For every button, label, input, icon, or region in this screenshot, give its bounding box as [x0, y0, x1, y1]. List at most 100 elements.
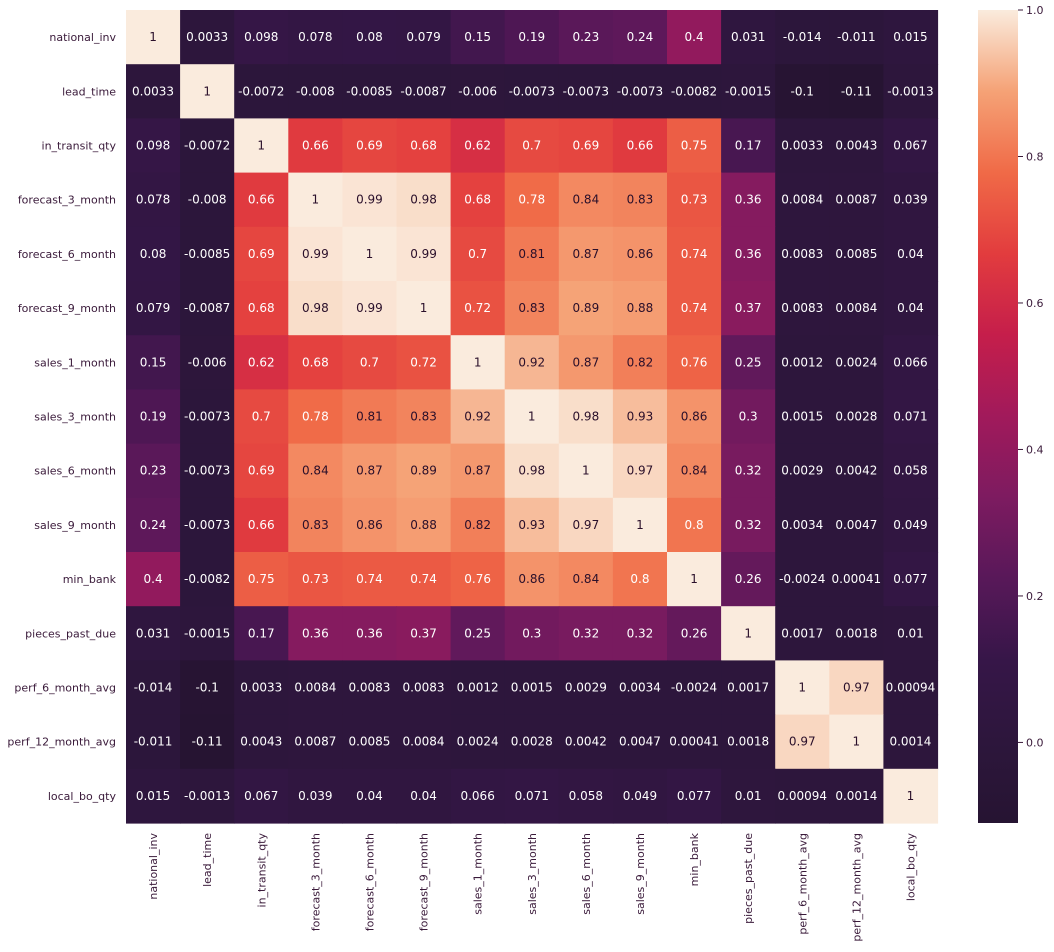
cell-annotation: 0.0034 — [619, 681, 661, 695]
cell-annotation: 0.99 — [410, 247, 437, 261]
cell-annotation: 1 — [257, 139, 265, 153]
cell-annotation: 0.72 — [464, 301, 491, 315]
heatmap-cell — [126, 714, 181, 770]
cell-annotation: -0.0073 — [563, 84, 609, 98]
heatmap-cell — [612, 497, 668, 553]
heatmap-cell — [450, 335, 506, 390]
cell-annotation: 0.86 — [356, 518, 383, 532]
cell-annotation: 1 — [853, 735, 861, 749]
cell-annotation: 0.69 — [356, 139, 383, 153]
cell-annotation: 0.74 — [681, 247, 708, 261]
cell-annotation: 0.0028 — [511, 735, 553, 749]
cell-annotation: 0.68 — [248, 301, 275, 315]
cell-annotation: 0.3 — [522, 626, 541, 640]
heatmap-cell — [775, 118, 830, 174]
y-tick-label: pieces_past_due — [25, 627, 116, 640]
heatmap-cell — [667, 172, 722, 228]
heatmap-cell — [288, 768, 343, 824]
heatmap-cell — [396, 335, 452, 390]
heatmap-cell — [558, 714, 614, 770]
cell-annotation: 0.98 — [572, 410, 599, 424]
heatmap-cell — [126, 497, 181, 553]
cell-annotation: 0.0083 — [403, 681, 445, 695]
cell-annotation: 0.0083 — [348, 681, 390, 695]
heatmap-cell — [288, 335, 343, 390]
cell-annotation: 0.01 — [735, 789, 762, 803]
heatmap-cell — [396, 660, 452, 716]
heatmap-cell — [126, 389, 181, 445]
cell-annotation: 0.0024 — [835, 355, 877, 369]
heatmap-cell — [396, 10, 452, 65]
y-tick-label: forecast_6_month — [18, 248, 116, 261]
cell-annotation: 0.83 — [410, 410, 437, 424]
cell-annotation: -0.006 — [188, 355, 227, 369]
heatmap-cell — [504, 497, 560, 553]
y-tick-label: forecast_3_month — [18, 194, 116, 207]
cell-annotation: 0.62 — [248, 355, 275, 369]
heatmap-cell — [234, 714, 289, 770]
cell-annotation: 0.74 — [681, 301, 708, 315]
heatmap-cell — [288, 714, 343, 770]
heatmap-cell — [829, 768, 884, 824]
cell-annotation: -0.0015 — [725, 84, 771, 98]
cell-annotation: 0.015 — [136, 789, 170, 803]
y-tick-label: forecast_9_month — [18, 302, 116, 315]
heatmap-cell — [829, 714, 884, 770]
heatmap-cell — [883, 281, 939, 336]
y-tick-label: sales_3_month — [34, 411, 116, 424]
cell-annotation: 0.87 — [572, 247, 599, 261]
cell-annotation: 0.83 — [627, 193, 654, 207]
heatmap-cell — [450, 660, 506, 716]
cell-annotation: 0.0087 — [294, 735, 336, 749]
cell-annotation: -0.011 — [837, 30, 876, 44]
cell-annotation: 0.0033 — [240, 681, 282, 695]
heatmap-cell — [829, 497, 884, 553]
cell-annotation: 0.74 — [356, 572, 383, 586]
heatmap-cell — [342, 226, 398, 282]
heatmap-cell — [829, 660, 884, 716]
cell-annotation: 0.0083 — [781, 247, 823, 261]
cell-annotation: 0.66 — [248, 518, 275, 532]
cell-annotation: 0.04 — [897, 301, 924, 315]
cell-annotation: 0.83 — [302, 518, 329, 532]
heatmap-cell — [667, 497, 722, 553]
cell-annotation: -0.0087 — [184, 301, 230, 315]
cell-annotation: 0.0085 — [348, 735, 390, 749]
cell-annotation: 0.69 — [572, 139, 599, 153]
heatmap-cell — [342, 64, 398, 119]
cell-annotation: 0.73 — [302, 572, 329, 586]
heatmap-cell — [883, 226, 939, 282]
heatmap-cell — [342, 10, 398, 65]
heatmap-cell — [775, 660, 830, 716]
heatmap-cell — [667, 768, 722, 824]
heatmap-cell — [180, 281, 235, 336]
cell-annotation: 0.4 — [144, 572, 163, 586]
heatmap-cell — [775, 226, 830, 282]
heatmap-cell — [504, 226, 560, 282]
cell-annotation: 0.0014 — [835, 789, 877, 803]
cell-annotation: 0.88 — [627, 301, 654, 315]
cell-annotation: 0.23 — [572, 30, 599, 44]
cell-annotation: 1 — [907, 789, 915, 803]
heatmap-cell — [504, 714, 560, 770]
heatmap-cell — [667, 606, 722, 661]
cell-annotation: 0.0024 — [457, 735, 499, 749]
cell-annotation: -0.0024 — [671, 681, 717, 695]
cell-annotation: -0.006 — [458, 84, 497, 98]
cell-annotation: 0.89 — [572, 301, 599, 315]
cell-annotation: -0.0085 — [184, 247, 230, 261]
cell-annotation: 0.69 — [248, 464, 275, 478]
cell-annotation: -0.1 — [195, 681, 218, 695]
heatmap-cell — [775, 714, 830, 770]
cell-annotation: 1 — [798, 681, 806, 695]
cell-annotation: 0.067 — [893, 139, 927, 153]
x-tick-label: lead_time — [201, 833, 214, 887]
heatmap-cell — [396, 172, 452, 228]
heatmap-cell — [667, 714, 722, 770]
heatmap-cell — [342, 497, 398, 553]
heatmap-cell — [126, 443, 181, 499]
heatmap-cell — [558, 172, 614, 228]
cell-annotation: 0.078 — [298, 30, 332, 44]
cell-annotation: 0.00094 — [777, 789, 827, 803]
cell-annotation: 1 — [420, 301, 428, 315]
